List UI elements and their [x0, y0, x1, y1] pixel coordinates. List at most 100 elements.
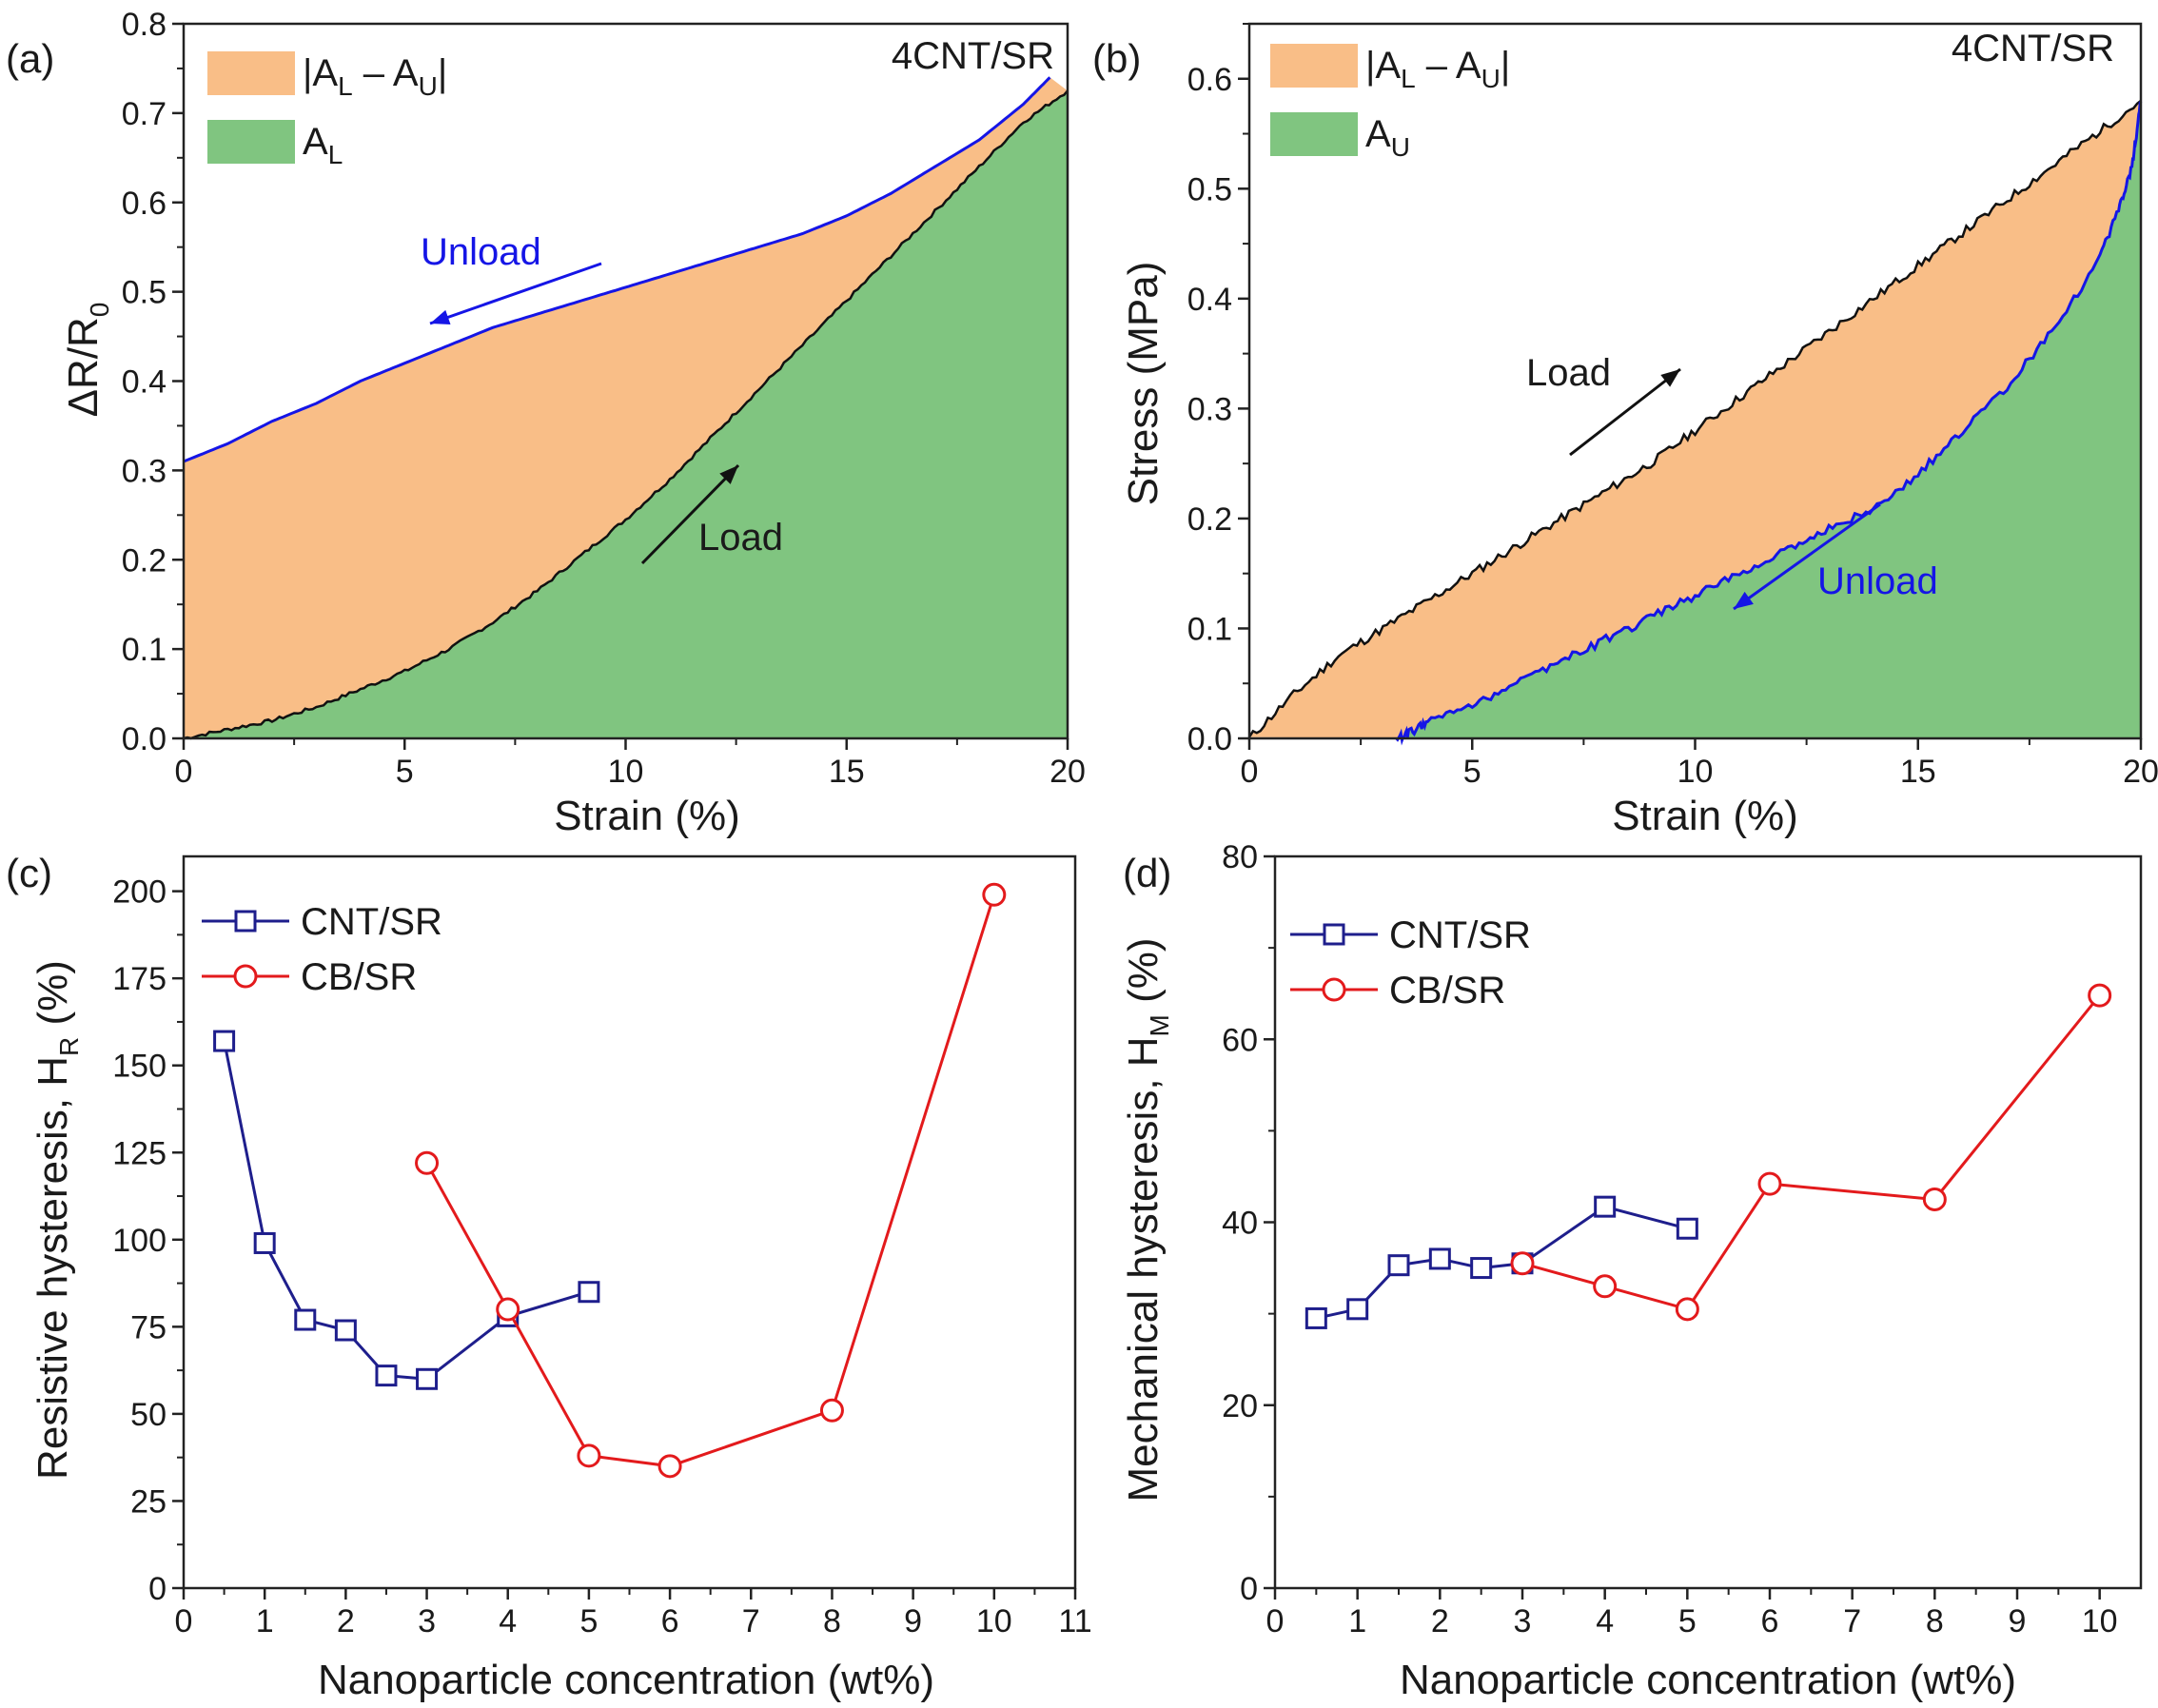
x-tick-label-a: 10: [608, 754, 644, 790]
arrow-unload-b-shaft: [1733, 502, 1881, 611]
x-tick-label-d: 1: [1348, 1603, 1366, 1639]
y-tick-label-c: 75: [130, 1309, 167, 1345]
marker-d-1-4: [1922, 1187, 1947, 1211]
y-tick-label-a: 0.2: [122, 542, 167, 579]
y-tick-label-d: 60: [1222, 1022, 1258, 1058]
y-tick-label-c: 150: [112, 1049, 167, 1085]
y-tick-label-d: 40: [1222, 1206, 1258, 1242]
y-tick-label-c: 175: [112, 961, 167, 997]
marker-d-1-5: [2088, 983, 2112, 1008]
x-tick-label-b: 0: [1241, 754, 1259, 790]
panel-a: 0 5 10 15 20 0.0 0.1 0.2 0.3 0.4 0.5 0.6 0.7 0.8 |AL –…: [6, 7, 1086, 839]
y-tick-label-a: 0.7: [122, 96, 167, 132]
x-tick-label-c: 3: [418, 1603, 436, 1639]
marker-d-0-3: [1428, 1247, 1451, 1270]
series-unload-b: [1395, 100, 2143, 746]
legend-label-b-1: AU: [1365, 113, 1410, 162]
panel-b: 0 5 10 15 20 0.0 0.1 0.2 0.3 0.4 0.5 0.6 |AL – AU| AU…: [1092, 22, 2158, 839]
y-tick-label-b: 0.6: [1187, 62, 1232, 98]
series-line-c-1: [425, 893, 996, 1468]
x-tick-label-d: 10: [2082, 1603, 2118, 1639]
marker-d-0-6: [1594, 1195, 1617, 1218]
arrow-unload-a-shaft: [429, 262, 602, 325]
series-load-a: [183, 89, 1069, 740]
legend-marker-d-1: [1322, 977, 1346, 1002]
legend-marker-c-1: [233, 964, 258, 989]
legend-marker-d-0: [1323, 923, 1345, 946]
marker-d-0-4: [1470, 1257, 1493, 1280]
plot-area-b: 0 5 10 15 20 0.0 0.1 0.2 0.3 0.4 0.5 0.6 |AL – AU| AU…: [1187, 22, 2158, 790]
marker-d-0-1: [1346, 1298, 1369, 1321]
x-tick-label-a: 15: [829, 754, 865, 790]
y-tick-label-d: 20: [1222, 1388, 1258, 1424]
annotation-unload-a: Unload: [421, 231, 541, 273]
x-tick-label-c: 8: [823, 1603, 841, 1639]
area-load-a: [184, 90, 1068, 738]
arrow-load-a-head: [719, 465, 738, 484]
panel-label-c: (c): [6, 851, 52, 895]
y-tick-label-d: 0: [1240, 1571, 1258, 1607]
x-tick-label-a: 0: [175, 754, 193, 790]
arrow-unload-b-head: [1734, 591, 1754, 609]
x-tick-label-d: 4: [1596, 1603, 1614, 1639]
y-tick-label-b: 0.1: [1187, 611, 1232, 647]
arrow-load-b-head: [1660, 369, 1680, 387]
series-line-c-0: [223, 1040, 590, 1381]
area-unload-b: [1396, 101, 2141, 740]
y-axis-label-a: ΔR/R0: [60, 303, 114, 418]
y-tick-label-a: 0.4: [122, 364, 167, 401]
annotation-load-a: Load: [698, 517, 783, 559]
marker-c-0-7: [578, 1281, 600, 1304]
x-tick-label-d: 5: [1678, 1603, 1697, 1639]
x-tick-label-c: 0: [175, 1603, 193, 1639]
marker-d-0-0: [1305, 1306, 1327, 1329]
y-tick-label-a: 0.6: [122, 186, 167, 222]
panel-c: 0 1 2 3 4 5 6 7 8 9 10 11 0 25 50 75 100 125 150 175 200 CNT/…: [6, 851, 1092, 1703]
y-tick-label-b: 0.3: [1187, 391, 1232, 427]
series-line-d-0: [1315, 1205, 1688, 1320]
annotation-load-b: Load: [1526, 352, 1611, 394]
x-tick-label-c: 6: [661, 1603, 679, 1639]
plot-area-c: 0 1 2 3 4 5 6 7 8 9 10 11 0 25 50 75 100 125 150 175 200 CNT/…: [112, 854, 1092, 1639]
marker-c-1-4: [819, 1398, 844, 1423]
x-tick-label-c: 7: [742, 1603, 760, 1639]
marker-c-0-4: [375, 1364, 398, 1387]
y-tick-label-a: 0.0: [122, 721, 167, 757]
legend-swatch-a-1: [207, 120, 295, 164]
plot-frame-d: [1273, 854, 2143, 1590]
panel-d: 0 1 2 3 4 5 6 7 8 9 10 0 20 40 60 80 CNT/SR CB/SR (d) Nan…: [1120, 839, 2143, 1703]
series-line-d-1: [1521, 994, 2101, 1311]
legend-label-d-1: CB/SR: [1389, 970, 1505, 1011]
y-tick-label-c: 25: [130, 1483, 167, 1520]
y-tick-label-b: 0.4: [1187, 282, 1232, 318]
x-tick-label-d: 7: [1843, 1603, 1861, 1639]
legend-label-b-0: |AL – AU|: [1365, 45, 1510, 93]
legend-swatch-b-1: [1270, 112, 1358, 156]
panel-label-a: (a): [6, 36, 54, 81]
x-tick-label-c: 9: [904, 1603, 922, 1639]
marker-c-1-1: [496, 1297, 520, 1322]
marker-c-0-1: [253, 1231, 276, 1254]
legend-marker-c-0: [234, 910, 257, 933]
legend-label-c-1: CB/SR: [301, 956, 417, 998]
y-tick-label-c: 50: [130, 1397, 167, 1433]
x-axis-label-c: Nanoparticle concentration (wt%): [318, 1657, 934, 1703]
marker-c-1-0: [415, 1150, 440, 1175]
area-hysteresis-b: [1249, 100, 2141, 740]
x-tick-label-d: 8: [1926, 1603, 1944, 1639]
x-tick-label-c: 5: [579, 1603, 598, 1639]
x-tick-label-c: 4: [499, 1603, 517, 1639]
arrow-load-a-shaft: [640, 463, 740, 565]
sample-label-a: 4CNT/SR: [892, 35, 1054, 77]
x-tick-label-a: 20: [1050, 754, 1086, 790]
panel-label-b: (b): [1092, 36, 1141, 81]
y-axis-label-b: Stress (MPa): [1120, 262, 1167, 506]
legend-swatch-b-0: [1270, 44, 1358, 88]
marker-c-1-2: [577, 1443, 601, 1468]
x-axis-label-a: Strain (%): [554, 793, 740, 839]
x-tick-label-c: 2: [337, 1603, 355, 1639]
y-tick-label-b: 0.2: [1187, 501, 1232, 538]
panel-label-d: (d): [1123, 851, 1171, 895]
x-tick-label-c: 1: [256, 1603, 274, 1639]
